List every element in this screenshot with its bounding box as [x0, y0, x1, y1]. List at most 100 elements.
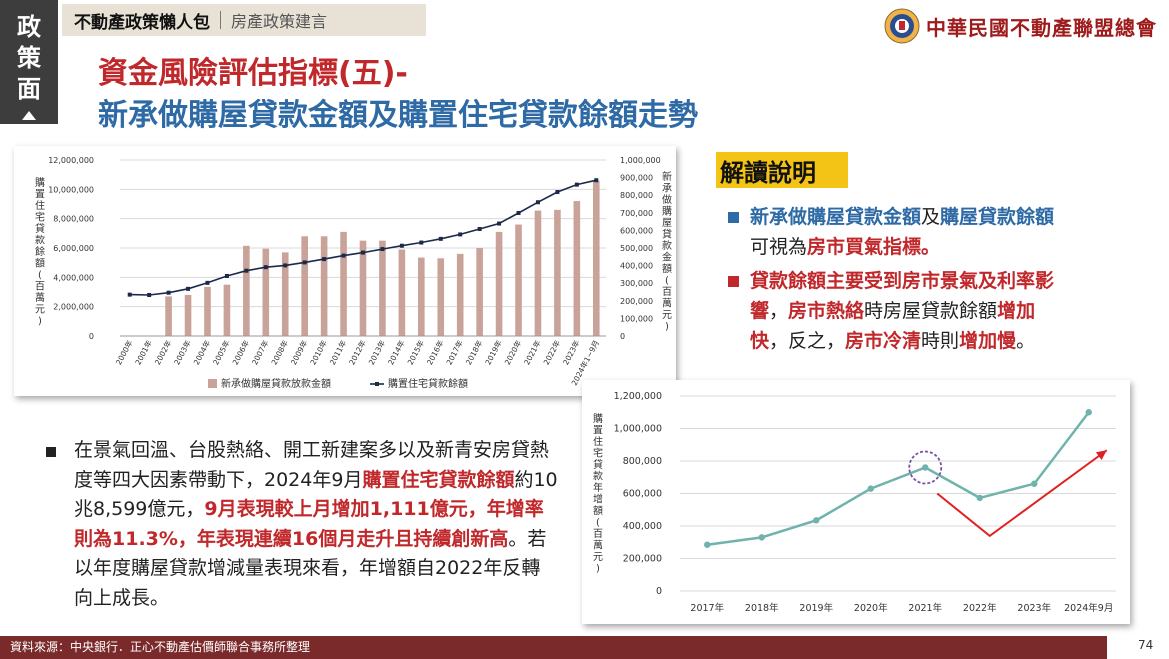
x-tick-label: 2013年: [366, 338, 388, 367]
y-left-axis-label: ): [38, 316, 42, 327]
line-point: [813, 517, 820, 524]
bar: [495, 231, 503, 336]
point-1-term-indicator: 房市買氣指標。: [807, 236, 941, 258]
triangle-up-icon: [22, 111, 36, 120]
side-tab-char: 面: [17, 75, 41, 103]
x-tick-label: 2023年: [560, 338, 582, 367]
x-tick-label: 2020年: [854, 602, 888, 614]
y-right-axis-label: 屋: [662, 217, 672, 229]
bar: [204, 286, 211, 336]
bar: [554, 209, 561, 336]
point-1-text: 新承做購屋貸款金額及購屋貸款餘額 可視為房市買氣指標。: [750, 202, 1054, 262]
x-tick-label: 2022年: [963, 602, 997, 614]
point-2-seg: 。: [1016, 330, 1036, 352]
x-tick-label: 2009年: [288, 338, 310, 367]
y-left-axis-label: 餘: [35, 245, 45, 258]
y-left-axis-label: 元: [35, 305, 45, 316]
org-logo: 中華民國不動產聯盟總會: [884, 6, 1164, 46]
x-tick-label: 2008年: [269, 338, 291, 367]
x-tick-label: 2007年: [249, 338, 271, 367]
y-left-axis-label: 額: [35, 257, 45, 270]
y-axis-label: 萬: [593, 539, 603, 552]
line-point: [361, 250, 365, 255]
x-tick-label: 2012年: [346, 338, 368, 367]
line-point: [922, 464, 929, 471]
summary-seg: 約10兆8,599億元，: [74, 468, 558, 521]
line-point: [166, 290, 171, 295]
y-left-tick-label: 12,000,000: [48, 156, 94, 165]
y-right-axis-label: 額: [662, 262, 672, 275]
bar: [359, 240, 367, 336]
y-left-axis-label: 購: [35, 176, 45, 189]
line-point: [127, 292, 132, 297]
x-tick-label: 2003年: [171, 338, 193, 367]
trend-arrow-line: [936, 449, 1108, 538]
red-square-bullet-icon: [728, 276, 739, 287]
x-tick-label: 2016年: [424, 338, 446, 367]
y-axis-label: 額: [593, 504, 603, 517]
org-name: 中華民國不動產聯盟總會: [926, 15, 1157, 40]
line-point: [574, 182, 579, 187]
y-axis-label: ): [596, 564, 600, 575]
y-axis-label: 元: [593, 552, 603, 563]
y-left-axis-label: 百: [35, 281, 45, 293]
line-point: [555, 190, 560, 195]
peak-highlight-circle: [908, 450, 943, 485]
bar: [379, 240, 386, 336]
point-1-text-2: 可視為: [750, 236, 808, 258]
y-right-tick-label: 500,000: [620, 244, 653, 253]
x-tick-label: 2006年: [230, 338, 252, 367]
line-point: [704, 541, 711, 548]
line-point: [497, 221, 502, 226]
bar: [243, 245, 250, 336]
bar-line-chart-panel: 0 2,000,000 4,000,000 6,000,000 8,000,000 10,…: [14, 146, 676, 396]
bar: [592, 180, 600, 336]
y-left-tick-label: 0: [89, 332, 94, 341]
point-2-seg: 增加慢: [959, 330, 1017, 352]
line-point: [147, 292, 152, 297]
x-tick-label: 2019年: [799, 602, 833, 614]
bar: [515, 224, 522, 336]
org-seal-icon: [884, 8, 920, 44]
x-tick-label: 2014年: [385, 338, 407, 367]
line-point: [224, 273, 229, 278]
y-axis-label: 置: [593, 425, 603, 437]
x-tick-label: 2005年: [210, 338, 232, 367]
line-point: [867, 485, 874, 492]
legend-swatch-marker: [375, 382, 379, 386]
line-point: [399, 243, 404, 248]
x-tick-label: 2021年: [521, 338, 543, 367]
x-tick-label: 2002年: [152, 338, 174, 367]
x-tick-label: 2004年: [191, 338, 213, 367]
bar: [418, 257, 425, 336]
line-chart-panel: 0 200,000 400,000 600,000 800,000 1,000,000 1,…: [582, 380, 1130, 624]
line-point: [302, 260, 307, 265]
line-point: [283, 263, 288, 268]
section-side-tab: 政 策 面: [0, 0, 58, 124]
page-title-line2: 新承做購屋貸款金額及購置住宅貸款餘額走勢: [98, 98, 698, 133]
blue-square-bullet-icon: [728, 212, 739, 223]
x-tick-label: 2021年: [908, 602, 942, 614]
line-point: [205, 280, 210, 285]
x-tick-label: 2017年: [690, 602, 724, 614]
bar: [534, 210, 542, 336]
bar: [398, 249, 406, 336]
bar: [184, 294, 192, 336]
line-point: [244, 268, 249, 273]
bar: [456, 253, 464, 336]
line-chart: 0 200,000 400,000 600,000 800,000 1,000,000 1,…: [593, 391, 1116, 614]
y-left-tick-label: 10,000,000: [48, 185, 94, 194]
trend-arrow-head-icon: [1095, 450, 1107, 460]
point-2-seg: 房市熱絡: [788, 300, 865, 322]
y-left-axis-label: 宅: [35, 211, 45, 224]
y-right-axis-label: (: [665, 276, 669, 287]
breadcrumb-secondary: 房產政策建言: [231, 12, 328, 31]
y-tick-label: 0: [656, 586, 662, 597]
summary-text: 在景氣回溫、台股熱絡、開工新建案多以及新青安房貸熱度等四大因素帶動下，2024年…: [74, 436, 558, 613]
legend-label: 新承做購屋貸款放款金額: [221, 377, 331, 390]
y-right-axis-label: 款: [662, 239, 672, 252]
x-tick-label: 2018年: [745, 602, 779, 614]
y-left-axis-label: 住: [35, 199, 45, 212]
y-right-axis-label: 新: [662, 170, 672, 183]
y-left-tick-label: 6,000,000: [53, 244, 94, 253]
